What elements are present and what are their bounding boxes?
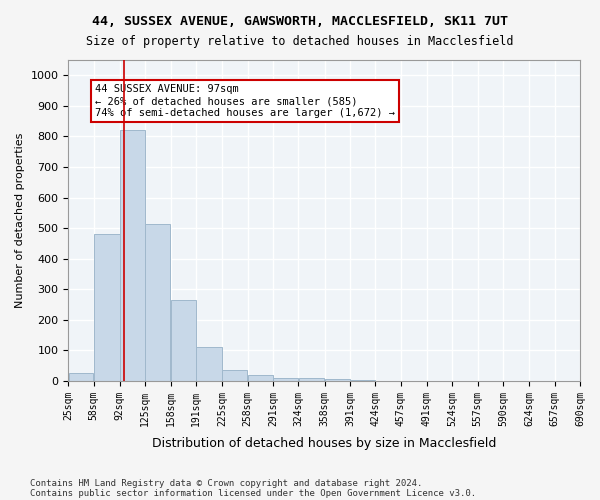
Bar [299,378,324,381]
Bar [196,348,222,381]
X-axis label: Distribution of detached houses by size in Macclesfield: Distribution of detached houses by size … [152,437,496,450]
Bar [145,224,170,381]
Bar [273,378,298,381]
Bar [350,380,375,381]
Bar [223,370,247,381]
Bar [94,234,119,381]
Bar [68,374,94,381]
Bar [248,376,273,381]
Bar [171,300,196,381]
Text: 44, SUSSEX AVENUE, GAWSWORTH, MACCLESFIELD, SK11 7UT: 44, SUSSEX AVENUE, GAWSWORTH, MACCLESFIE… [92,15,508,28]
Bar [325,380,350,381]
Text: 44 SUSSEX AVENUE: 97sqm
← 26% of detached houses are smaller (585)
74% of semi-d: 44 SUSSEX AVENUE: 97sqm ← 26% of detache… [95,84,395,117]
Bar [120,130,145,381]
Text: Contains HM Land Registry data © Crown copyright and database right 2024.: Contains HM Land Registry data © Crown c… [30,478,422,488]
Text: Contains public sector information licensed under the Open Government Licence v3: Contains public sector information licen… [30,488,476,498]
Text: Size of property relative to detached houses in Macclesfield: Size of property relative to detached ho… [86,35,514,48]
Y-axis label: Number of detached properties: Number of detached properties [15,133,25,308]
